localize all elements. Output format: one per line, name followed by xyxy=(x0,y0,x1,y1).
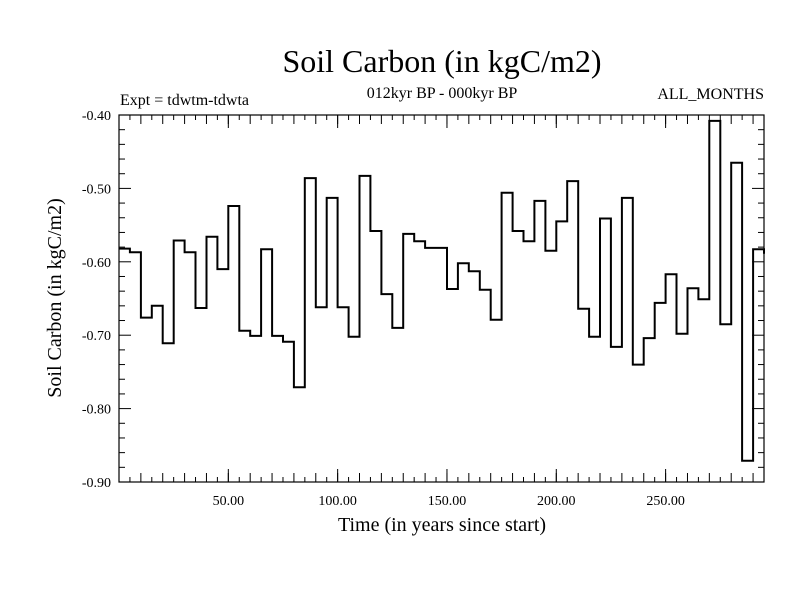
chart-title: Soil Carbon (in kgC/m2) xyxy=(282,43,601,79)
y-tick-label: -0.80 xyxy=(82,403,111,418)
y-tick-label: -0.70 xyxy=(82,329,111,344)
plot-frame xyxy=(118,114,765,483)
series-line-soil-carbon xyxy=(119,119,765,462)
x-tick-label: 50.00 xyxy=(213,494,245,509)
y-tick-label: -0.60 xyxy=(82,256,111,271)
tick-labels: 50.00 100.00 150.00 200.00 250.00 -0.90 -0.80 -… xyxy=(82,109,685,509)
y-axis-label: Soil Carbon (in kgC/m2) xyxy=(44,198,66,397)
x-axis-label: Time (in years since start) xyxy=(338,514,546,536)
experiment-label: Expt = tdwtm-tdwta xyxy=(120,92,249,109)
x-tick-label: 250.00 xyxy=(646,494,685,509)
x-tick-label: 100.00 xyxy=(318,494,357,509)
chart-subtitle: 012kyr BP - 000kyr BP xyxy=(367,85,518,102)
x-tick-label: 150.00 xyxy=(428,494,467,509)
months-label: ALL_MONTHS xyxy=(657,86,764,103)
y-tick-label: -0.90 xyxy=(82,476,111,491)
y-tick-label: -0.40 xyxy=(82,109,111,124)
x-tick-label: 200.00 xyxy=(537,494,576,509)
y-tick-label: -0.50 xyxy=(82,182,111,197)
axis-ticks xyxy=(119,115,764,482)
